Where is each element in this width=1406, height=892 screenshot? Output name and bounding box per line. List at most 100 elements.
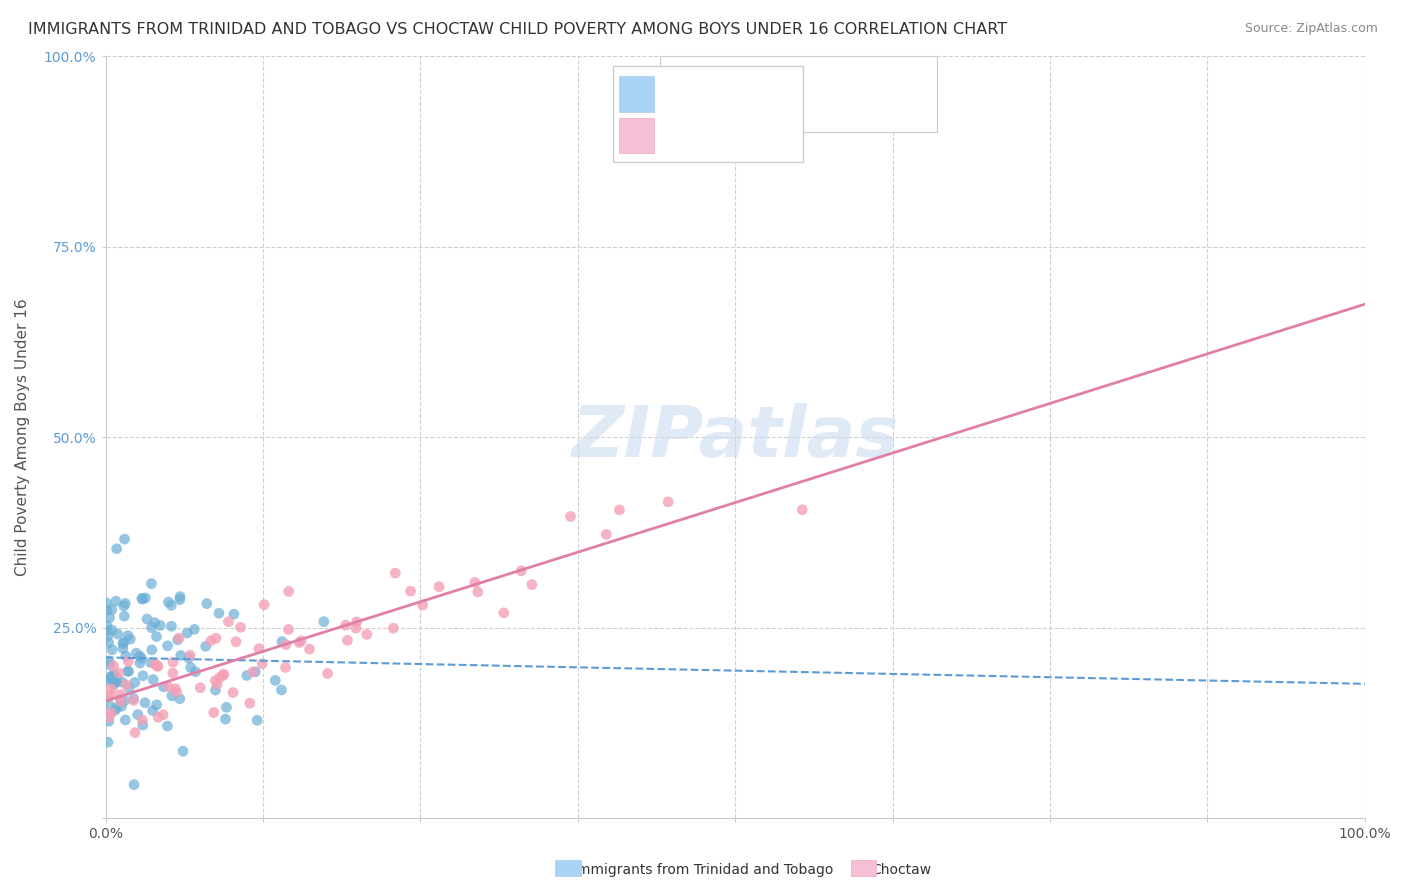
Point	[236, 668, 259, 682]
Text: N =: N =	[738, 87, 775, 105]
Point	[139, 656, 162, 670]
Point	[124, 725, 146, 739]
Point	[103, 659, 125, 673]
Point	[100, 602, 122, 616]
Point	[166, 685, 188, 699]
Point	[239, 696, 262, 710]
Point	[141, 621, 163, 635]
Point	[399, 584, 422, 599]
Point	[510, 564, 533, 578]
Point	[97, 635, 120, 649]
Point	[104, 703, 127, 717]
Point	[122, 691, 145, 706]
Point	[112, 609, 135, 624]
Point	[100, 669, 122, 683]
Point	[316, 666, 339, 681]
Point	[143, 615, 166, 630]
Point	[180, 660, 202, 674]
Point	[412, 598, 434, 612]
Point	[336, 633, 359, 648]
Point	[98, 710, 121, 724]
Point	[141, 576, 163, 591]
Text: Choctaw: Choctaw	[872, 863, 932, 877]
Point	[792, 503, 814, 517]
Point	[145, 658, 167, 673]
Point	[111, 641, 134, 656]
Point	[560, 509, 582, 524]
Point	[122, 693, 145, 707]
Point	[247, 641, 270, 656]
Point	[114, 532, 136, 546]
Point	[97, 714, 120, 729]
Point	[204, 673, 226, 688]
Point	[218, 615, 240, 629]
Text: ZIPatlas: ZIPatlas	[571, 402, 898, 472]
Point	[270, 682, 292, 697]
Point	[108, 666, 131, 681]
Point	[114, 648, 136, 663]
Point	[111, 675, 134, 690]
Point	[156, 639, 179, 653]
Point	[298, 642, 321, 657]
Point	[277, 584, 299, 599]
Point	[149, 618, 172, 632]
Point	[274, 660, 297, 674]
Point	[157, 595, 180, 609]
Text: 0.531: 0.531	[693, 129, 745, 147]
Point	[112, 635, 135, 649]
Point	[122, 778, 145, 792]
Point	[657, 495, 679, 509]
Point	[146, 659, 169, 673]
Point	[103, 667, 125, 681]
Point	[98, 687, 121, 701]
Point	[212, 667, 235, 681]
Point	[115, 678, 138, 692]
Point	[128, 648, 150, 663]
Text: N =: N =	[738, 129, 775, 147]
Point	[117, 654, 139, 668]
Point	[100, 681, 122, 696]
Y-axis label: Child Poverty Among Boys Under 16: Child Poverty Among Boys Under 16	[15, 299, 30, 576]
Point	[160, 619, 183, 633]
Point	[97, 654, 120, 668]
Point	[127, 707, 149, 722]
Point	[100, 670, 122, 684]
Point	[264, 673, 287, 688]
Point	[595, 527, 617, 541]
Point	[205, 632, 228, 646]
Point	[209, 670, 232, 684]
Point	[384, 566, 406, 580]
Point	[145, 698, 167, 712]
Point	[118, 681, 141, 695]
Point	[131, 713, 153, 727]
Point	[136, 612, 159, 626]
Point	[156, 680, 179, 694]
Text: IMMIGRANTS FROM TRINIDAD AND TOBAGO VS CHOCTAW CHILD POVERTY AMONG BOYS UNDER 16: IMMIGRANTS FROM TRINIDAD AND TOBAGO VS C…	[28, 22, 1007, 37]
Text: 0.076: 0.076	[693, 87, 745, 105]
Point	[117, 665, 139, 679]
Point	[165, 681, 187, 696]
Point	[112, 694, 135, 708]
Point	[96, 618, 118, 632]
Text: R =: R =	[665, 129, 702, 147]
Point	[160, 689, 183, 703]
Point	[277, 623, 299, 637]
Point	[104, 674, 127, 689]
Point	[104, 670, 127, 684]
Point	[166, 632, 188, 647]
Point	[129, 656, 152, 670]
Point	[96, 596, 118, 610]
Point	[148, 710, 170, 724]
Point	[160, 599, 183, 613]
Point	[183, 623, 205, 637]
Point	[105, 674, 128, 689]
Point	[214, 712, 236, 726]
Point	[344, 621, 367, 635]
Text: 105: 105	[763, 87, 799, 105]
Point	[212, 668, 235, 682]
Point	[167, 631, 190, 645]
Point	[104, 594, 127, 608]
Point	[609, 503, 631, 517]
Point	[253, 598, 276, 612]
Point	[105, 541, 128, 556]
